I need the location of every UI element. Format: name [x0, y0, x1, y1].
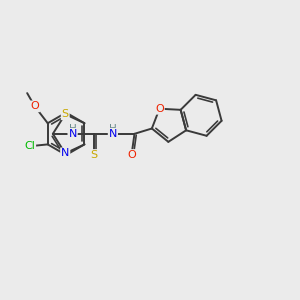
Text: N: N — [61, 148, 69, 158]
Text: O: O — [155, 104, 164, 114]
Text: N: N — [109, 129, 117, 139]
Text: N: N — [68, 129, 77, 139]
Text: H: H — [109, 124, 117, 134]
Text: S: S — [91, 150, 98, 160]
Text: O: O — [30, 101, 39, 111]
Text: H: H — [69, 124, 76, 134]
Text: O: O — [127, 150, 136, 160]
Text: S: S — [62, 109, 69, 119]
Text: Cl: Cl — [24, 141, 35, 151]
